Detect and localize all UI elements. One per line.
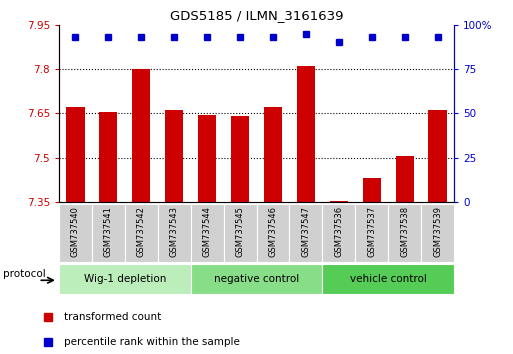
Bar (428, 110, 447, 202)
Text: GSM737542: GSM737542 (137, 206, 146, 257)
Title: GDS5185 / ILMN_3161639: GDS5185 / ILMN_3161639 (170, 9, 343, 22)
Bar (125, 204, 158, 262)
Text: protocol: protocol (3, 269, 46, 279)
Bar (59, 204, 92, 262)
Text: GSM737537: GSM737537 (367, 206, 376, 257)
Text: GSM737540: GSM737540 (71, 206, 80, 257)
Bar (355, 204, 388, 262)
Bar (92, 204, 125, 262)
Bar (198, 115, 216, 202)
Bar (191, 204, 224, 262)
Text: Wig-1 depletion: Wig-1 depletion (84, 274, 166, 284)
Bar (59, 264, 191, 294)
Bar (322, 264, 454, 294)
Text: GSM737547: GSM737547 (301, 206, 310, 257)
Text: GSM737541: GSM737541 (104, 206, 113, 257)
Text: GSM737538: GSM737538 (400, 206, 409, 257)
Bar (289, 204, 322, 262)
Bar (330, 201, 348, 202)
Bar (297, 66, 315, 202)
Bar (388, 204, 421, 262)
Bar (264, 107, 282, 202)
Bar (165, 110, 183, 202)
Text: GSM737546: GSM737546 (268, 206, 278, 257)
Text: GSM737544: GSM737544 (203, 206, 212, 257)
Text: percentile rank within the sample: percentile rank within the sample (64, 337, 240, 347)
Text: GSM737543: GSM737543 (170, 206, 179, 257)
Bar (256, 204, 289, 262)
Text: negative control: negative control (214, 274, 299, 284)
Bar (396, 156, 413, 202)
Text: transformed count: transformed count (64, 312, 161, 322)
Text: GSM737536: GSM737536 (334, 206, 343, 257)
Bar (66, 107, 85, 202)
Bar (191, 264, 322, 294)
Bar (100, 112, 117, 202)
Text: vehicle control: vehicle control (350, 274, 427, 284)
Bar (322, 204, 355, 262)
Bar (132, 69, 150, 202)
Bar (231, 116, 249, 202)
Bar (158, 204, 191, 262)
Bar (224, 204, 256, 262)
Text: GSM737545: GSM737545 (235, 206, 245, 257)
Bar (363, 178, 381, 202)
Text: GSM737539: GSM737539 (433, 206, 442, 257)
Bar (421, 204, 454, 262)
